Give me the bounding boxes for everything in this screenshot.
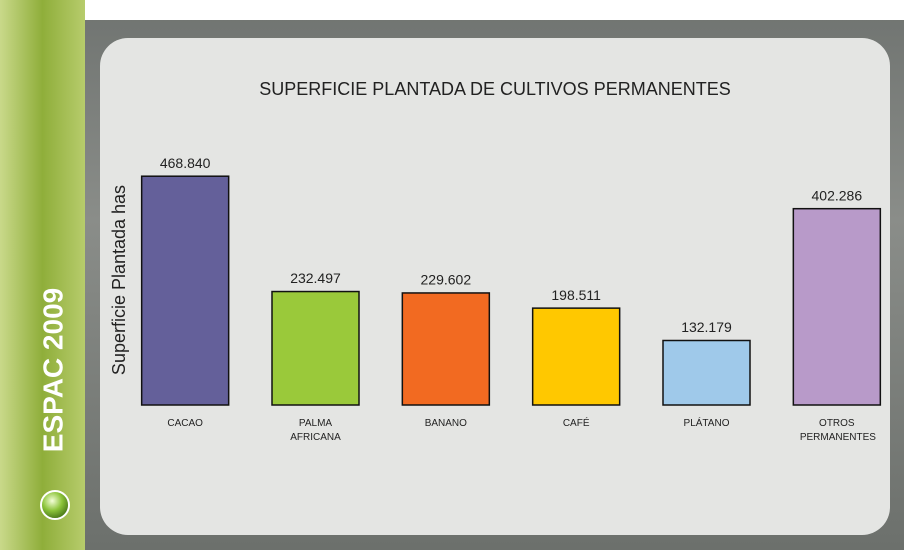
x-tick-label: CACAO bbox=[167, 418, 203, 429]
panel bbox=[100, 38, 890, 535]
x-tick-label: CAFÉ bbox=[562, 418, 590, 429]
x-tick-label: PLÁTANO bbox=[683, 418, 730, 429]
y-axis-label: Superficie Plantada has bbox=[109, 185, 129, 375]
sidebar bbox=[0, 0, 85, 550]
bar bbox=[531, 307, 621, 406]
value-label: 468.840 bbox=[160, 155, 211, 171]
sidebar-label: ESPAC 2009 bbox=[37, 288, 68, 452]
bar bbox=[401, 292, 491, 406]
x-tick-label: OTROS PERMANENTES bbox=[799, 418, 876, 443]
value-label: 229.602 bbox=[421, 272, 472, 288]
bar bbox=[140, 175, 230, 406]
x-tick-label: BANANO bbox=[424, 418, 467, 429]
top-strip bbox=[85, 0, 904, 20]
bar bbox=[792, 207, 882, 406]
value-label: 132.179 bbox=[681, 319, 732, 335]
value-label: 232.497 bbox=[290, 270, 341, 286]
value-label: 198.511 bbox=[551, 287, 601, 303]
x-tick-label: PALMA AFRICANA bbox=[290, 418, 341, 443]
bar bbox=[271, 290, 360, 406]
chart-title: SUPERFICIE PLANTADA DE CULTIVOS PERMANEN… bbox=[259, 79, 730, 99]
bar bbox=[662, 339, 751, 406]
value-label: 402.286 bbox=[812, 187, 863, 203]
logo-ball bbox=[40, 490, 70, 520]
